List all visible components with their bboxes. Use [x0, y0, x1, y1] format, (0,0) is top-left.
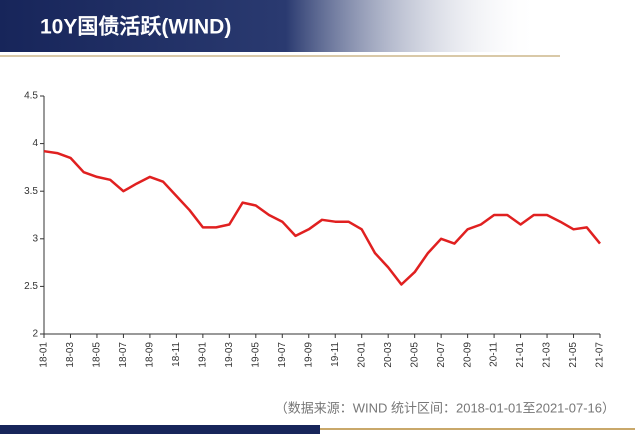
x-tick-label: 19-07 — [277, 342, 288, 368]
line-series — [43, 149, 601, 286]
x-tick-label: 20-11 — [489, 342, 500, 367]
x-tick-label: 20-07 — [436, 342, 447, 368]
x-tick-label: 18-03 — [65, 342, 76, 368]
x-tick-label: 18-01 — [39, 342, 50, 368]
x-tick-label: 19-11 — [330, 342, 341, 367]
header-banner — [0, 0, 635, 52]
y-tick-label: 3 — [32, 233, 38, 244]
y-tick-label: 4 — [32, 138, 38, 149]
x-tick-label: 18-11 — [171, 342, 182, 367]
y-tick-label: 3.5 — [24, 186, 38, 197]
x-tick-label: 21-05 — [568, 342, 579, 368]
x-tick-label: 19-03 — [224, 342, 235, 368]
x-tick-label: 19-09 — [303, 342, 314, 368]
y-tick-label: 4.5 — [24, 91, 38, 102]
x-tick-label: 18-07 — [118, 342, 129, 368]
x-tick-label: 20-01 — [356, 342, 367, 368]
x-tick-label: 21-03 — [542, 342, 553, 368]
x-tick-label: 18-05 — [92, 342, 103, 368]
source-note: （数据来源：WIND 统计区间：2018-01-01至2021-07-16） — [275, 400, 615, 415]
x-tick-label: 20-09 — [462, 342, 473, 368]
chart-title: 10Y国债活跃(WIND) — [40, 15, 231, 39]
footer-bar — [0, 425, 320, 434]
x-tick-label: 20-03 — [383, 342, 394, 368]
x-tick-label: 19-01 — [197, 342, 208, 368]
y-tick-label: 2 — [32, 329, 38, 340]
x-tick-label: 18-09 — [145, 342, 156, 368]
x-tick-label: 21-01 — [515, 342, 526, 368]
x-tick-label: 21-07 — [595, 342, 606, 368]
x-tick-label: 19-05 — [250, 342, 261, 368]
y-tick-label: 2.5 — [24, 281, 38, 292]
x-tick-label: 20-05 — [409, 342, 420, 368]
